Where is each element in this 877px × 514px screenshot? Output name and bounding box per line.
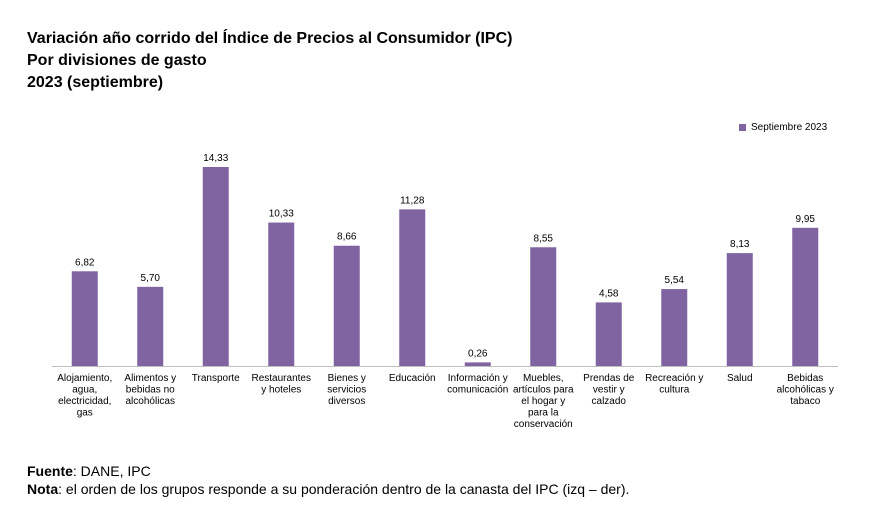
category-label: Alimentos y bebidas no alcohólicas <box>124 373 176 407</box>
data-label: 8,55 <box>534 233 554 244</box>
category-label-line: artículos para <box>513 385 574 396</box>
data-label: 10,33 <box>269 209 294 220</box>
bar <box>530 247 557 366</box>
data-label: 5,70 <box>141 273 161 284</box>
category-label-line: Restaurantes <box>252 373 311 384</box>
category-label: Bienes y servicios diversos <box>327 373 366 407</box>
chart-title: Variación año corrido del Índice de Prec… <box>27 28 512 94</box>
category-label-line: Bienes y <box>328 373 366 384</box>
bar <box>268 222 295 366</box>
data-label: 0,26 <box>468 348 488 359</box>
category-label: Alojamiento, agua, electricidad, gas <box>57 373 112 419</box>
bar <box>399 209 426 366</box>
source-text: : DANE, IPC <box>72 463 151 479</box>
chart-legend: Septiembre 2023 <box>739 122 827 133</box>
category-label-line: electricidad, <box>58 396 111 407</box>
data-label: 8,13 <box>730 239 750 250</box>
legend-label: Septiembre 2023 <box>751 122 828 133</box>
category-label-line: diversos <box>328 396 365 407</box>
category-label-line: el hogar y <box>521 396 565 407</box>
title-line-1: Variación año corrido del Índice de Prec… <box>27 30 513 47</box>
category-label: Muebles, artículos para el hogar y para la c… <box>513 373 574 430</box>
category-label-line: Recreación y <box>645 373 703 384</box>
category-label: Bebidas alcohólicas y tabaco <box>777 373 834 407</box>
category-label-line: gas <box>77 408 93 419</box>
category-label-line: cultura <box>659 385 689 396</box>
category-label-line: Alimentos y <box>124 373 176 384</box>
category-label-line: comunicación <box>447 385 508 396</box>
category-label-line: Educación <box>389 373 436 384</box>
category-label-line: servicios <box>327 385 366 396</box>
data-label: 5,54 <box>665 275 685 286</box>
category-label: Salud <box>727 373 753 384</box>
data-label: 14,33 <box>203 153 228 164</box>
chart-footer: Fuente: DANE, IPC Nota: el orden de los … <box>27 462 629 498</box>
category-label-line: alcohólicas y <box>777 385 834 396</box>
source-label: Fuente <box>27 463 73 479</box>
category-label-line: bebidas no <box>126 385 175 396</box>
category-label: Recreación y cultura <box>645 373 703 396</box>
category-label: Restaurantes y hoteles <box>252 373 311 396</box>
title-line-2: Por divisiones de gasto <box>27 52 207 69</box>
note-text: : el orden de los grupos responde a su p… <box>58 481 630 497</box>
category-label-line: calzado <box>592 396 627 407</box>
category-label-line: Transporte <box>192 373 240 384</box>
bar <box>137 286 164 366</box>
category-label-line: vestir y <box>593 385 625 396</box>
bar <box>333 245 360 366</box>
category-label-line: alcohólicas <box>126 396 175 407</box>
category-label: Transporte <box>192 373 240 384</box>
source-line: Fuente: DANE, IPC <box>27 462 629 480</box>
title-line-3: 2023 (septiembre) <box>27 74 164 91</box>
note-label: Nota <box>27 481 59 497</box>
category-label-line: conservación <box>514 419 573 430</box>
data-label: 9,95 <box>796 214 816 225</box>
bar <box>464 362 491 366</box>
category-label-line: Salud <box>727 373 753 384</box>
bar <box>71 271 98 366</box>
data-label: 8,66 <box>337 232 357 243</box>
note-line: Nota: el orden de los grupos responde a … <box>27 480 629 498</box>
bar <box>726 253 753 366</box>
category-label: Prendas de vestir y calzado <box>583 373 635 407</box>
category-label-line: y hoteles <box>261 385 301 396</box>
category-label-line: agua, <box>72 385 97 396</box>
data-label: 11,28 <box>400 195 425 206</box>
category-label-line: Bebidas <box>787 373 823 384</box>
bar <box>661 289 688 366</box>
data-label: 6,82 <box>75 257 95 268</box>
bar <box>792 227 819 366</box>
category-label-line: Prendas de <box>583 373 635 384</box>
bar <box>595 302 622 366</box>
legend-swatch <box>739 124 746 131</box>
bar <box>202 167 229 366</box>
category-label-line: tabaco <box>790 396 820 407</box>
category-label-line: Muebles, <box>523 373 564 384</box>
category-label-line: Información y <box>448 373 508 384</box>
category-label: Educación <box>389 373 436 384</box>
category-label-line: para la <box>528 408 559 419</box>
category-label-line: Alojamiento, <box>57 373 112 384</box>
category-label: Información y comunicación <box>447 373 508 396</box>
data-label: 4,58 <box>599 288 619 299</box>
